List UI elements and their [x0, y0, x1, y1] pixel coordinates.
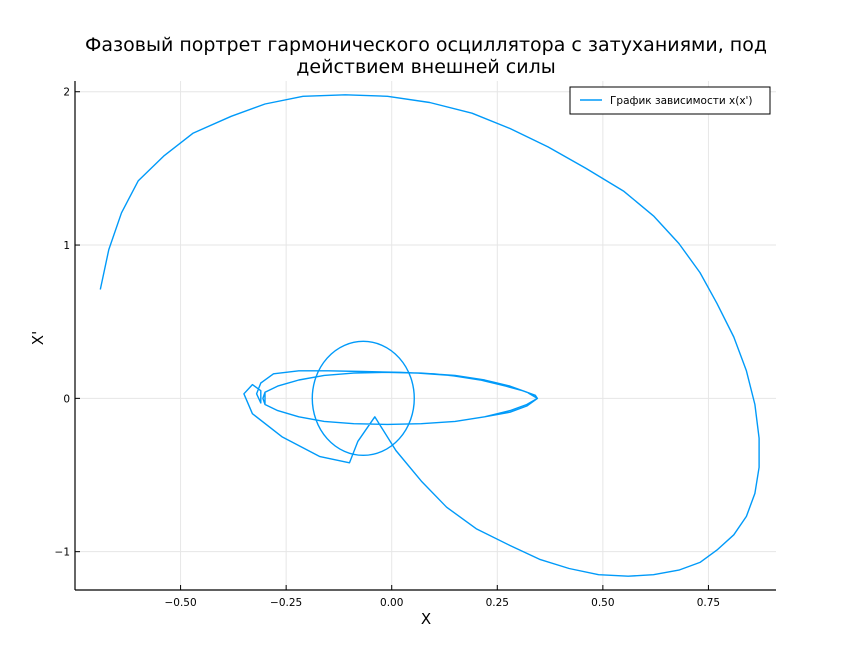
y-tick-label: 1: [63, 240, 70, 252]
y-tick-label: −1: [55, 547, 70, 559]
grid: [75, 81, 776, 590]
legend: График зависимости x(x'): [569, 86, 771, 115]
chart-title-line1: Фазовый портрет гармонического осциллято…: [85, 34, 767, 56]
series-layer: [99, 94, 760, 577]
y-tick-label: 0: [63, 393, 70, 405]
x-tick-label: 0.25: [486, 597, 509, 609]
x-tick-label: −0.50: [164, 597, 196, 609]
y-tick-label: 2: [63, 87, 70, 99]
axes: [74, 81, 776, 591]
y-axis-label: X': [29, 331, 47, 345]
series-line: [99, 94, 760, 577]
x-tick-label: 0.50: [591, 597, 614, 609]
x-tick-label: 0.75: [697, 597, 720, 609]
series-loop: [311, 340, 415, 457]
x-axis-label: X: [421, 610, 431, 628]
x-tick-label: 0.00: [380, 597, 403, 609]
chart-title-line2: действием внешней силы: [296, 56, 555, 78]
legend-box: [569, 86, 771, 115]
ticks: −0.50 −0.25 0.00 0.25 0.50 0.75 −1 0 1 2: [55, 87, 721, 609]
x-tick-label: −0.25: [270, 597, 302, 609]
legend-label: График зависимости x(x'): [610, 95, 753, 107]
